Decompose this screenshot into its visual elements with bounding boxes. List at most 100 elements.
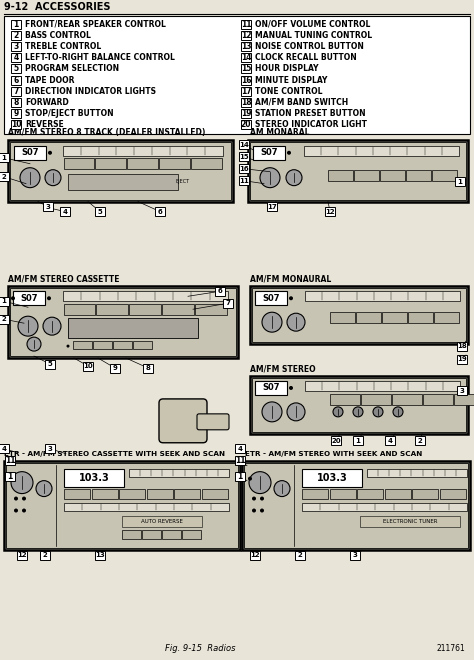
Bar bbox=[113, 341, 132, 349]
Bar bbox=[223, 299, 233, 308]
Text: 3: 3 bbox=[353, 552, 357, 558]
Bar bbox=[302, 488, 328, 498]
Text: 2: 2 bbox=[43, 552, 47, 558]
Bar bbox=[5, 456, 15, 465]
Bar bbox=[119, 488, 146, 498]
Text: 4: 4 bbox=[63, 209, 67, 214]
Bar bbox=[92, 488, 118, 498]
Text: 1: 1 bbox=[1, 154, 7, 161]
Bar bbox=[4, 461, 240, 550]
Circle shape bbox=[248, 477, 252, 480]
Bar bbox=[64, 304, 95, 315]
Text: 12: 12 bbox=[250, 552, 260, 558]
Bar bbox=[95, 158, 126, 169]
Text: 15: 15 bbox=[239, 154, 249, 160]
Bar bbox=[355, 170, 379, 181]
Circle shape bbox=[14, 508, 18, 513]
Bar bbox=[241, 42, 251, 51]
Circle shape bbox=[287, 403, 305, 421]
Bar bbox=[235, 444, 245, 453]
Circle shape bbox=[333, 407, 343, 417]
Text: Fig. 9-15  Radios: Fig. 9-15 Radios bbox=[165, 644, 235, 653]
Bar bbox=[93, 341, 112, 349]
Text: 7: 7 bbox=[226, 300, 230, 306]
Bar bbox=[11, 75, 21, 84]
Text: 4: 4 bbox=[13, 53, 18, 62]
Text: HOUR DISPLAY: HOUR DISPLAY bbox=[255, 65, 319, 73]
Bar bbox=[328, 170, 353, 181]
Text: DIRECTION INDICATOR LIGHTS: DIRECTION INDICATOR LIGHTS bbox=[25, 86, 156, 96]
Bar bbox=[182, 531, 201, 539]
Bar bbox=[362, 394, 391, 405]
Bar bbox=[356, 312, 381, 323]
Bar bbox=[252, 378, 466, 432]
Bar bbox=[6, 463, 238, 548]
Bar bbox=[432, 170, 457, 181]
Bar bbox=[11, 31, 21, 40]
Bar bbox=[195, 304, 227, 315]
Bar bbox=[122, 531, 141, 539]
Text: 19: 19 bbox=[241, 109, 251, 118]
Text: 18: 18 bbox=[241, 98, 251, 107]
Bar bbox=[305, 381, 460, 391]
Bar bbox=[11, 20, 21, 28]
Bar bbox=[250, 376, 468, 434]
Circle shape bbox=[66, 345, 70, 348]
Bar bbox=[128, 158, 158, 169]
FancyBboxPatch shape bbox=[159, 399, 207, 443]
Bar bbox=[95, 551, 105, 560]
Bar bbox=[440, 488, 466, 498]
Text: 11: 11 bbox=[241, 20, 251, 29]
Text: 16: 16 bbox=[239, 166, 249, 172]
Bar bbox=[325, 207, 335, 216]
Bar bbox=[11, 65, 21, 73]
Text: 17: 17 bbox=[267, 203, 277, 210]
Bar bbox=[64, 488, 91, 498]
Text: AM/FM STEREO CASSETTE: AM/FM STEREO CASSETTE bbox=[8, 275, 119, 283]
Text: S07: S07 bbox=[20, 294, 38, 303]
Bar bbox=[241, 98, 251, 107]
Text: AUTO REVERSE: AUTO REVERSE bbox=[141, 519, 183, 524]
Bar bbox=[11, 42, 21, 51]
Bar bbox=[248, 140, 468, 201]
Bar bbox=[83, 362, 93, 370]
Circle shape bbox=[48, 150, 52, 154]
Text: 6: 6 bbox=[218, 288, 222, 294]
Text: S07: S07 bbox=[262, 383, 280, 393]
Bar bbox=[302, 502, 467, 511]
Circle shape bbox=[252, 508, 256, 513]
Circle shape bbox=[353, 407, 363, 417]
Text: 11: 11 bbox=[239, 178, 249, 183]
Circle shape bbox=[47, 296, 51, 300]
Bar bbox=[330, 312, 355, 323]
Circle shape bbox=[260, 496, 264, 500]
Text: STATION PRESET BUTTON: STATION PRESET BUTTON bbox=[255, 109, 365, 118]
Text: 6: 6 bbox=[13, 75, 18, 84]
Bar bbox=[295, 551, 305, 560]
Text: 19: 19 bbox=[457, 356, 467, 362]
Bar bbox=[392, 394, 422, 405]
Bar bbox=[64, 469, 124, 486]
Text: STOP/EJECT BUTTON: STOP/EJECT BUTTON bbox=[25, 109, 114, 118]
Text: 211761: 211761 bbox=[436, 644, 465, 653]
Text: MANUAL TUNING CONTROL: MANUAL TUNING CONTROL bbox=[255, 31, 372, 40]
Bar bbox=[17, 551, 27, 560]
Bar bbox=[0, 172, 9, 182]
Text: BASS CONTROL: BASS CONTROL bbox=[25, 31, 91, 40]
Bar bbox=[5, 472, 15, 481]
Bar bbox=[435, 312, 459, 323]
Bar bbox=[129, 469, 229, 477]
Circle shape bbox=[22, 508, 26, 513]
Bar bbox=[202, 488, 228, 498]
Bar bbox=[255, 291, 287, 305]
Bar bbox=[147, 488, 173, 498]
Circle shape bbox=[36, 480, 52, 496]
Text: 2: 2 bbox=[298, 552, 302, 558]
Bar bbox=[385, 436, 395, 446]
Bar bbox=[95, 207, 105, 216]
Text: FORWARD: FORWARD bbox=[25, 98, 69, 107]
Text: 9: 9 bbox=[112, 365, 118, 371]
Bar bbox=[302, 469, 362, 486]
Bar bbox=[412, 488, 438, 498]
Bar bbox=[64, 158, 94, 169]
